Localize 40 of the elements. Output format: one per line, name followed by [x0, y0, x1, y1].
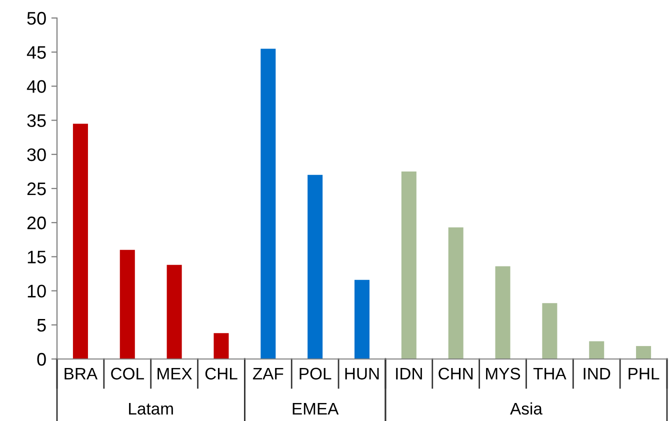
y-tick-label: 35	[27, 114, 46, 128]
y-tick-label: 45	[26, 46, 46, 59]
bar	[214, 333, 229, 359]
y-tick-label: 0	[37, 352, 46, 366]
bar	[354, 280, 370, 359]
bar	[448, 227, 464, 359]
y-tick-label: 10	[28, 284, 46, 298]
text: Latam	[129, 402, 173, 415]
bar	[120, 250, 135, 359]
y-tick-label: 20	[27, 216, 46, 230]
text: EMEA	[292, 402, 339, 414]
x-tick-label: CHL	[205, 368, 238, 380]
bar	[636, 346, 652, 359]
x-tick-label: IND	[584, 368, 610, 380]
x-tick-label: CHN	[438, 368, 473, 380]
bar	[495, 266, 510, 359]
x-tick-label: MYS	[486, 368, 520, 380]
x-tick-label: THA	[533, 368, 566, 380]
x-tick-label: ZAF	[252, 368, 284, 380]
bar	[589, 341, 604, 359]
y-tick-label: 40	[26, 80, 46, 93]
x-tick-label: MEX	[158, 368, 192, 380]
y-tick-label: 5	[37, 319, 46, 332]
bar	[260, 48, 276, 359]
x-tick-label: IDN	[396, 368, 422, 380]
bar	[401, 171, 416, 359]
y-tick-label: 50	[27, 12, 46, 25]
y-tick-label: 25	[27, 182, 46, 196]
y-tick-label: 30	[27, 148, 46, 162]
x-tick-label: HUN	[345, 368, 379, 380]
y-tick-label: 15	[28, 250, 46, 264]
bar	[308, 174, 323, 359]
x-tick-label: COL	[111, 368, 144, 380]
bar	[166, 264, 182, 359]
bar	[72, 124, 88, 359]
text: Asia	[510, 402, 542, 415]
x-tick-label: PHL	[628, 368, 660, 380]
x-tick-label: POL	[300, 368, 332, 380]
x-tick-label: BRA	[64, 368, 98, 380]
bar	[542, 303, 558, 359]
